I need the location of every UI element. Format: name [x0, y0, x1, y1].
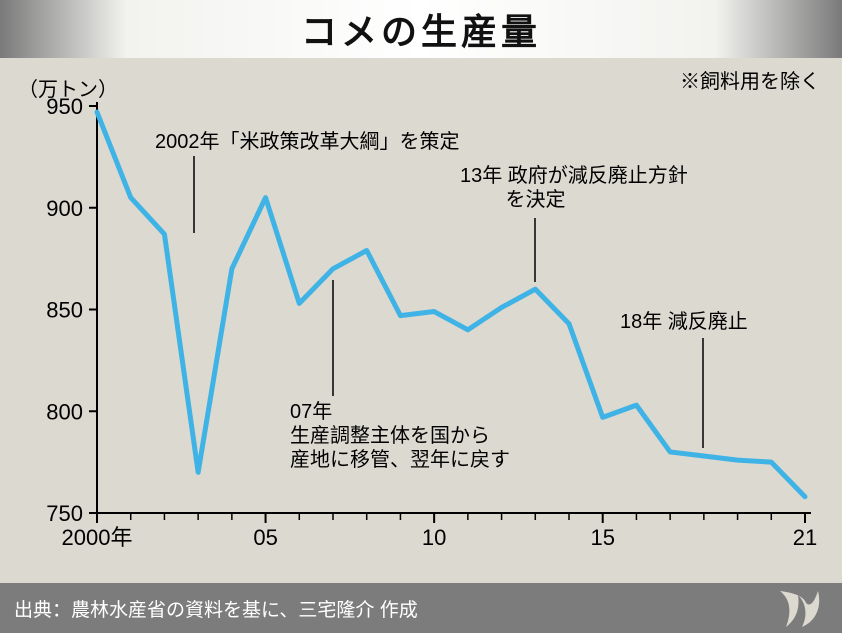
line-chart: ※飼料用を除く（万トン）7508008509009502000年05101521…: [0, 58, 842, 583]
x-tick-label: 21: [793, 525, 817, 550]
annotation-text: 07年: [290, 400, 332, 423]
annotation-text: を決定: [460, 188, 566, 211]
annotation-text: 13年 政府が減反廃止方針: [460, 164, 688, 187]
x-tick-label: 05: [253, 525, 277, 550]
source-text: 出典：農林水産省の資料を基に、三宅隆介 作成: [14, 595, 418, 622]
x-tick-label: 15: [590, 525, 614, 550]
annotation-text: 2002年「米政策改革大綱」を策定: [155, 130, 460, 153]
footer-bar: 出典：農林水産省の資料を基に、三宅隆介 作成: [0, 583, 842, 633]
y-tick-label: 800: [46, 399, 83, 424]
y-tick-label: 950: [46, 94, 83, 119]
x-tick-label: 2000年: [62, 525, 133, 550]
note-text: ※飼料用を除く: [680, 70, 820, 93]
y-tick-label: 850: [46, 298, 83, 323]
logo-icon: [776, 589, 828, 629]
y-tick-label: 900: [46, 196, 83, 221]
title-bar: コメの生産量: [0, 0, 842, 58]
chart-title: コメの生産量: [301, 3, 541, 55]
chart-area: ※飼料用を除く（万トン）7508008509009502000年05101521…: [0, 58, 842, 583]
annotation-text: 18年 減反廃止: [620, 310, 748, 333]
x-tick-label: 10: [422, 525, 446, 550]
annotation-text: 生産調整主体を国から: [290, 424, 490, 447]
y-tick-label: 750: [46, 501, 83, 526]
annotation-text: 産地に移管、翌年に戻す: [290, 448, 510, 471]
